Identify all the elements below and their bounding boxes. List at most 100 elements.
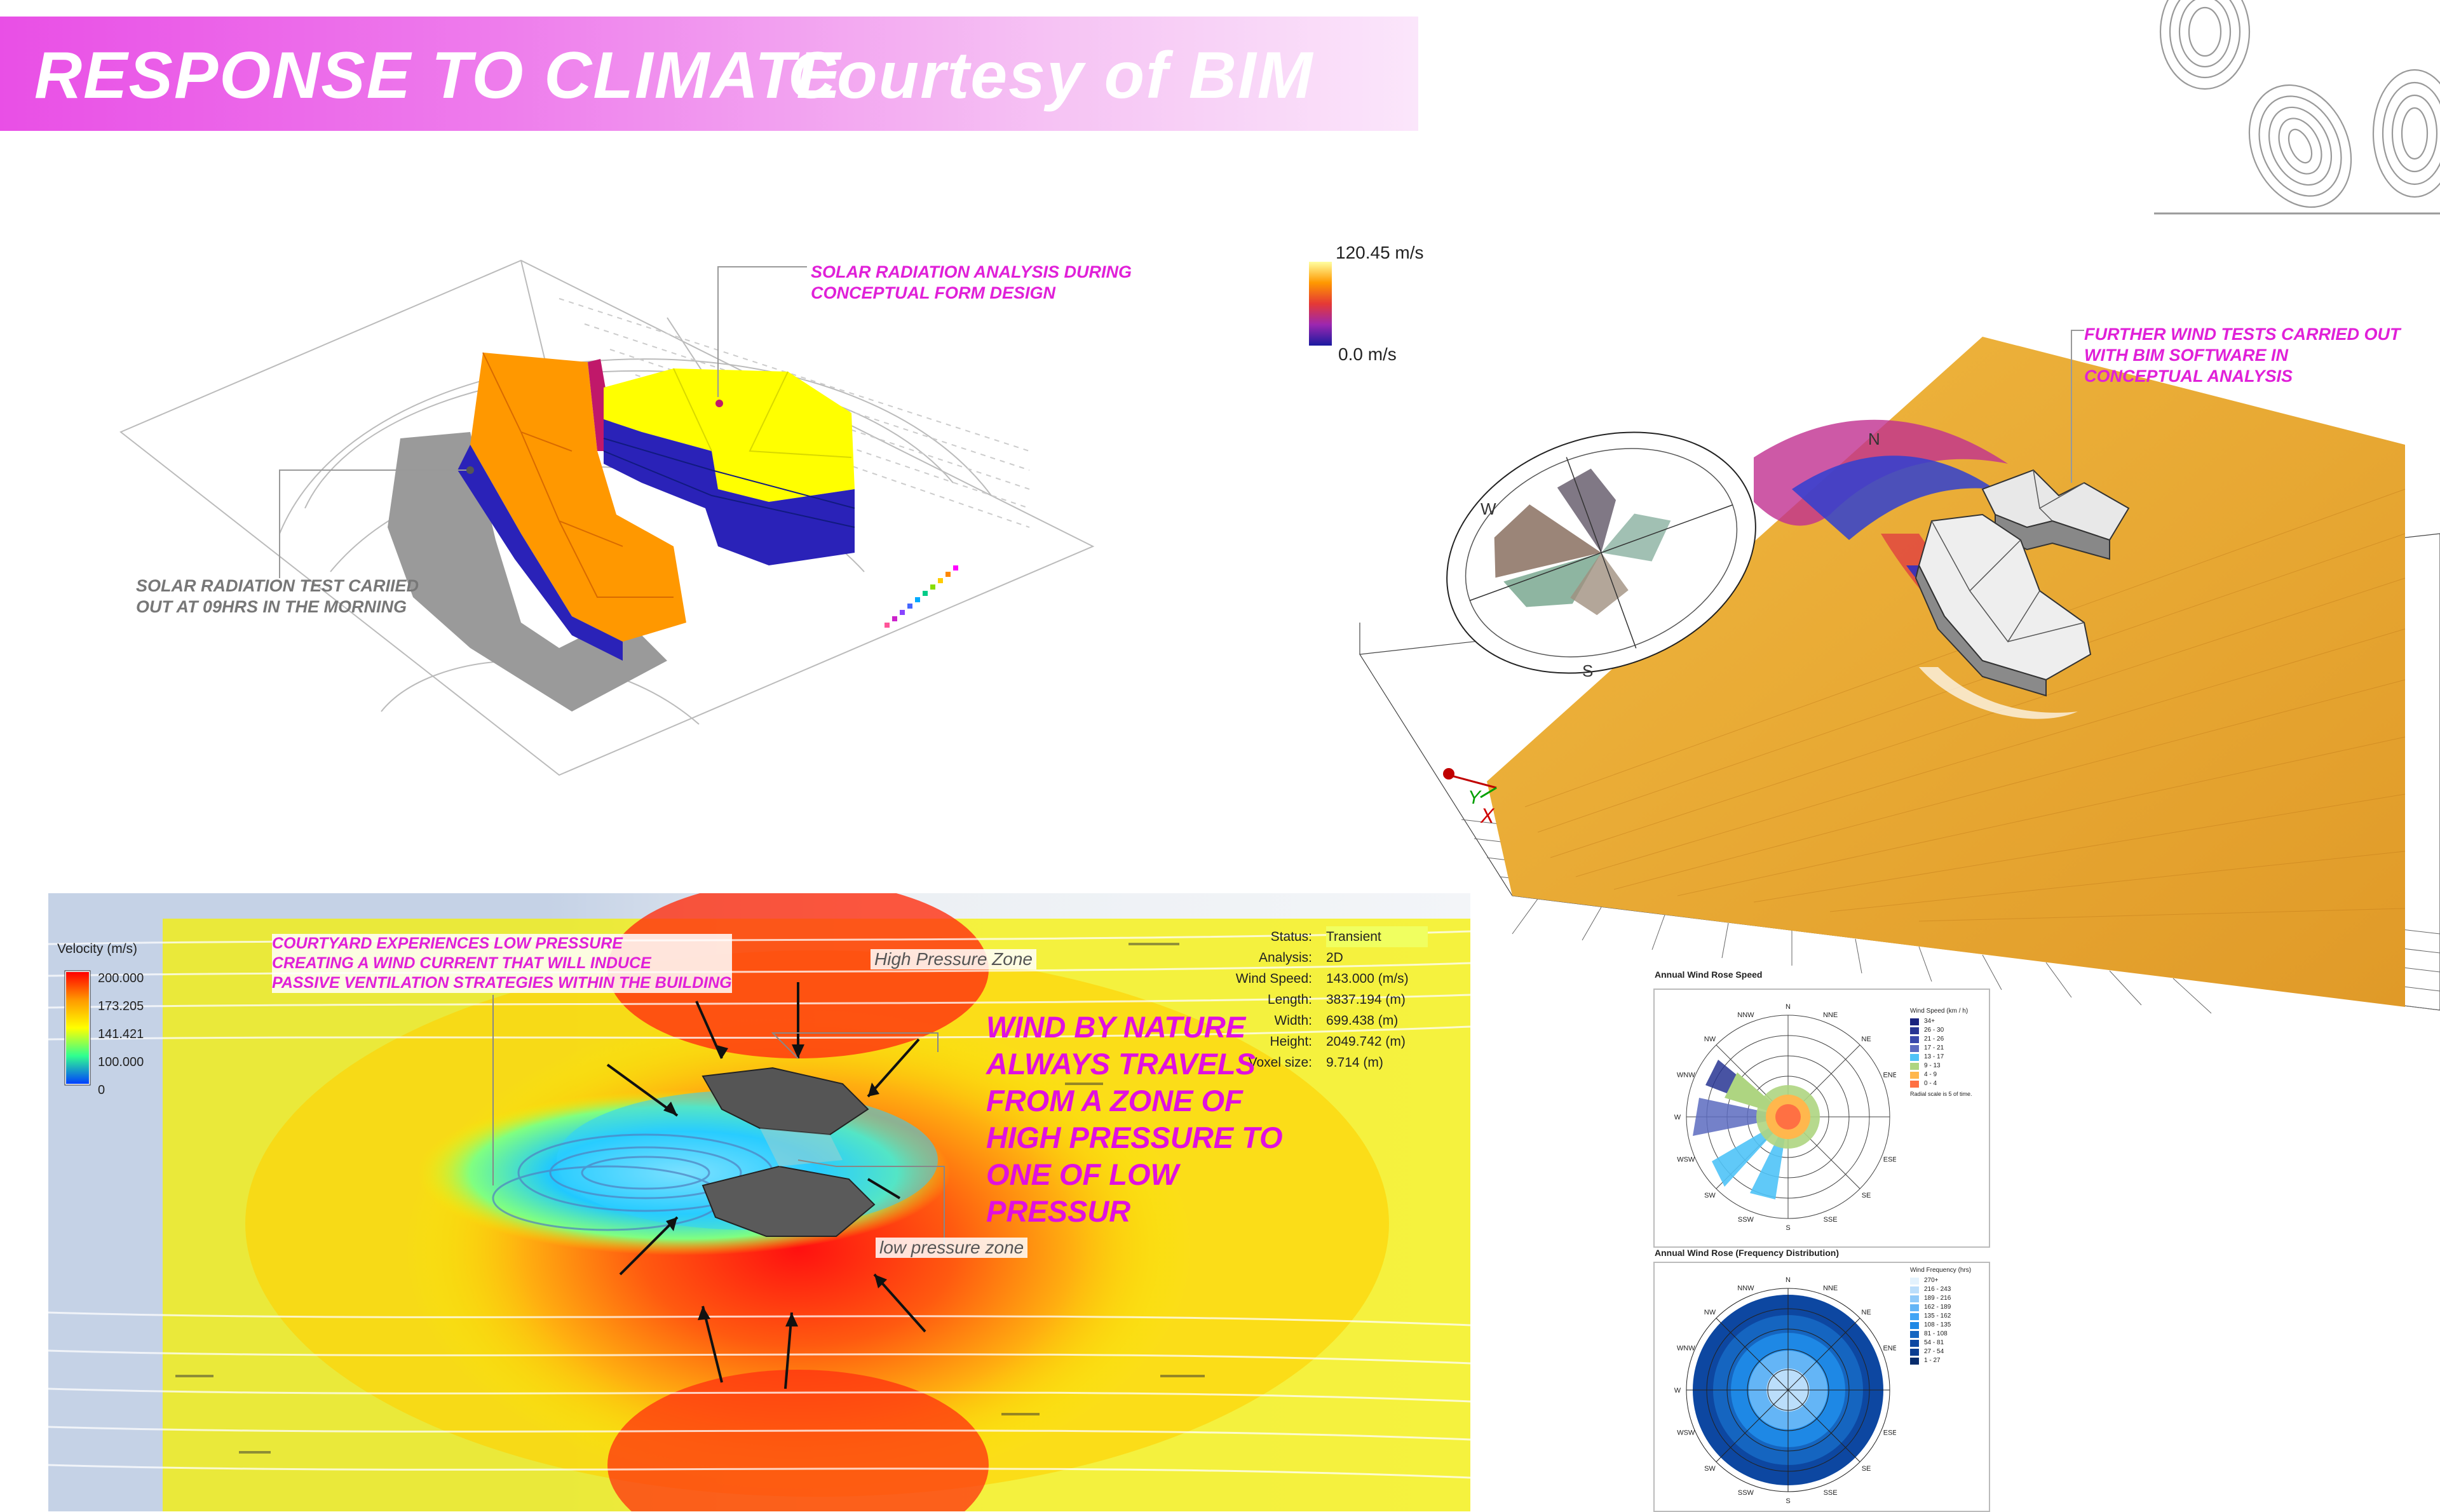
legend-label: 4 - 9	[1924, 1071, 1937, 1078]
legend-label: 21 - 26	[1924, 1036, 1944, 1043]
solar-radiation-model	[119, 259, 1095, 776]
wind-scale-max: 120.45 m/s	[1336, 243, 1424, 262]
velocity-legend-title: Velocity (m/s)	[57, 942, 138, 956]
legend-item: 1 - 27	[1910, 1356, 1971, 1365]
legend-item: 81 - 108	[1910, 1330, 1971, 1339]
direction-label: WNW	[1677, 1344, 1695, 1352]
legend-label: 27 - 54	[1924, 1348, 1944, 1355]
legend-item: 27 - 54	[1910, 1347, 1971, 1356]
simulation-stats: Status: Transient Analysis: 2D Wind Speed:…	[1169, 926, 1428, 1073]
legend-item: 54 - 81	[1910, 1339, 1971, 1347]
legend-swatch	[1910, 1036, 1919, 1043]
legend-swatch	[1910, 1313, 1919, 1320]
stat-row: Width: 699.438 (m)	[1274, 1013, 1399, 1028]
compass-n-label: N	[1868, 429, 1880, 449]
legend-swatch	[1910, 1027, 1919, 1034]
direction-label: NE	[1861, 1309, 1871, 1316]
legend-label: 216 - 243	[1924, 1286, 1951, 1293]
stat-row: Analysis: 2D	[1258, 950, 1343, 965]
wind-3d-model: N W S X Y	[1359, 330, 2440, 1014]
solar-test-note: SOLAR RADIATION TEST CARIIED OUT AT 09HRS…	[136, 576, 419, 616]
axis-y-label: Y	[1468, 787, 1482, 808]
rose-freq-legend: Wind Frequency (hrs) 270+ 216 - 243 189 - …	[1910, 1267, 1971, 1365]
direction-label: NNE	[1823, 1011, 1838, 1019]
legend-label: 54 - 81	[1924, 1339, 1944, 1346]
legend-swatch	[1910, 1339, 1919, 1347]
legend-swatch	[1910, 1330, 1919, 1338]
page-subtitle: Courtesy of BIM	[788, 39, 1314, 112]
axis-x-label: X	[1480, 804, 1495, 827]
high-pressure-label: High Pressure Zone	[871, 949, 1037, 969]
direction-label: W	[1674, 1114, 1681, 1121]
direction-label: NNE	[1823, 1285, 1838, 1292]
rose-speed-legend-title: Wind Speed (km / h)	[1910, 1008, 1969, 1015]
legend-swatch	[1910, 1277, 1919, 1285]
legend-item: 13 - 17	[1910, 1053, 1972, 1062]
legend-item: 189 - 216	[1910, 1294, 1971, 1303]
legend-label: 13 - 17	[1924, 1053, 1944, 1060]
legend-label: 9 - 13	[1924, 1062, 1941, 1069]
legend-item: 0 - 4	[1910, 1079, 1972, 1088]
low-pressure-label: low pressure zone	[876, 1238, 1028, 1258]
legend-label: 135 - 162	[1924, 1313, 1951, 1320]
title-banner: RESPONSE TO CLIMATE Courtesy of BIM	[0, 17, 1418, 131]
legend-swatch	[1910, 1321, 1919, 1329]
legend-swatch	[1910, 1071, 1919, 1079]
direction-label: ENE	[1883, 1344, 1896, 1352]
direction-label: SW	[1704, 1465, 1716, 1473]
rose-speed-note: Radial scale is 5 of time.	[1910, 1091, 1972, 1097]
legend-item: 17 - 21	[1910, 1044, 1972, 1053]
wind-scale-bar	[1309, 262, 1332, 346]
legend-swatch	[1910, 1348, 1919, 1356]
legend-label: 270+	[1924, 1277, 1939, 1284]
legend-item: 34+	[1910, 1017, 1972, 1026]
direction-label: NW	[1704, 1036, 1716, 1043]
direction-label: WSW	[1677, 1156, 1695, 1164]
legend-item: 216 - 243	[1910, 1285, 1971, 1294]
stat-row: Height: 2049.742 (m)	[1270, 1034, 1406, 1049]
legend-swatch	[1910, 1053, 1919, 1061]
direction-label: WNW	[1677, 1071, 1695, 1079]
direction-label: SE	[1862, 1465, 1871, 1473]
stat-row: Status: Transient	[1169, 926, 1428, 947]
legend-swatch	[1910, 1062, 1919, 1070]
legend-swatch	[1910, 1080, 1919, 1088]
direction-label: WSW	[1677, 1429, 1695, 1437]
legend-label: 26 - 30	[1924, 1027, 1944, 1034]
legend-swatch	[1910, 1304, 1919, 1311]
direction-label: W	[1674, 1387, 1681, 1394]
legend-label: 0 - 4	[1924, 1080, 1937, 1087]
direction-label: NNW	[1737, 1285, 1754, 1292]
courtyard-note: COURTYARD EXPERIENCES LOW PRESSURE CREATI…	[272, 934, 732, 993]
legend-swatch	[1910, 1295, 1919, 1302]
direction-label: ENE	[1883, 1071, 1896, 1079]
legend-item: 162 - 189	[1910, 1303, 1971, 1312]
rose-speed-legend: Wind Speed (km / h) 34+ 26 - 30 21 - 26 17 …	[1910, 1008, 1972, 1097]
wind-tests-note: FURTHER WIND TESTS CARRIED OUT WITH BIM S…	[2084, 325, 2401, 386]
fingerprint-graphic	[2154, 0, 2440, 216]
rose-freq-legend-title: Wind Frequency (hrs)	[1910, 1267, 1972, 1274]
rose-speed-panel: NNNENEENEEESESESSESSSWSWWSWWWNWNWNNW Win…	[1653, 989, 1990, 1248]
wind-scale-min: 0.0 m/s	[1338, 344, 1397, 364]
direction-label: SW	[1704, 1192, 1716, 1199]
cfd-velocity-plot	[48, 893, 1470, 1511]
legend-swatch	[1910, 1018, 1919, 1025]
stat-row: Length: 3837.194 (m)	[1267, 992, 1406, 1007]
legend-item: 26 - 30	[1910, 1026, 1972, 1035]
rose-freq-chart: NNNENEENEEESESESSESSSWSWWSWWWNWNWNNW	[1674, 1276, 1896, 1505]
legend-item: 21 - 26	[1910, 1035, 1972, 1044]
compass-w-label: W	[1481, 499, 1496, 518]
direction-label: N	[1786, 1003, 1791, 1011]
direction-label: S	[1786, 1497, 1790, 1505]
direction-label: NE	[1861, 1036, 1871, 1043]
direction-label: SSE	[1824, 1216, 1838, 1224]
page-title: RESPONSE TO CLIMATE	[34, 39, 842, 112]
direction-label: N	[1786, 1276, 1791, 1284]
direction-label: SE	[1862, 1192, 1871, 1199]
legend-label: 108 - 135	[1924, 1321, 1951, 1328]
legend-label: 34+	[1924, 1018, 1935, 1025]
legend-item: 108 - 135	[1910, 1321, 1971, 1330]
direction-label: SSE	[1824, 1489, 1838, 1497]
stat-row: Wind Speed: 143.000 (m/s)	[1235, 971, 1409, 986]
rose-freq-panel: NNNENEENEEESESESSESSSWSWWSWWWNWNWNNW Win…	[1653, 1262, 1990, 1512]
